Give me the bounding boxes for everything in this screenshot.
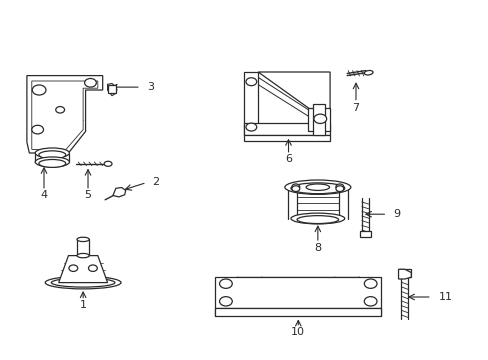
Circle shape bbox=[364, 297, 376, 306]
Text: 8: 8 bbox=[314, 243, 321, 253]
Polygon shape bbox=[27, 76, 102, 153]
Circle shape bbox=[291, 186, 299, 192]
Circle shape bbox=[84, 78, 96, 87]
Circle shape bbox=[245, 78, 256, 86]
Circle shape bbox=[56, 107, 64, 113]
Text: 10: 10 bbox=[291, 327, 305, 337]
Circle shape bbox=[291, 184, 299, 190]
Text: 4: 4 bbox=[41, 190, 47, 201]
Text: 3: 3 bbox=[147, 82, 154, 92]
Ellipse shape bbox=[296, 216, 338, 224]
Ellipse shape bbox=[77, 237, 89, 242]
Ellipse shape bbox=[35, 157, 69, 167]
Circle shape bbox=[69, 265, 78, 271]
Bar bbox=[312, 104, 325, 135]
Circle shape bbox=[313, 114, 326, 123]
Circle shape bbox=[364, 279, 376, 288]
Polygon shape bbox=[59, 256, 107, 283]
Text: 6: 6 bbox=[285, 154, 291, 165]
Bar bbox=[215, 277, 381, 308]
Polygon shape bbox=[32, 81, 98, 149]
Polygon shape bbox=[113, 188, 125, 197]
Ellipse shape bbox=[39, 151, 65, 159]
Bar bbox=[307, 108, 329, 131]
Polygon shape bbox=[398, 269, 410, 279]
Text: 2: 2 bbox=[152, 177, 160, 187]
Ellipse shape bbox=[104, 161, 112, 166]
Bar bbox=[244, 123, 329, 135]
Ellipse shape bbox=[39, 159, 65, 167]
Bar bbox=[107, 85, 116, 93]
Text: 7: 7 bbox=[352, 103, 359, 113]
Circle shape bbox=[335, 186, 343, 192]
Bar bbox=[398, 269, 410, 277]
Bar bbox=[244, 72, 258, 135]
Ellipse shape bbox=[290, 183, 344, 194]
Polygon shape bbox=[258, 72, 329, 123]
Circle shape bbox=[88, 265, 97, 271]
Text: 1: 1 bbox=[80, 300, 86, 310]
Bar bbox=[215, 308, 381, 316]
Ellipse shape bbox=[305, 184, 329, 190]
Circle shape bbox=[219, 297, 232, 306]
Ellipse shape bbox=[45, 276, 121, 289]
Text: 5: 5 bbox=[84, 190, 91, 201]
Bar bbox=[359, 231, 370, 237]
Circle shape bbox=[245, 123, 256, 131]
Text: 9: 9 bbox=[393, 209, 400, 219]
Bar bbox=[244, 135, 329, 141]
Ellipse shape bbox=[51, 278, 115, 287]
Polygon shape bbox=[107, 84, 116, 96]
Circle shape bbox=[219, 279, 232, 288]
Ellipse shape bbox=[290, 213, 344, 224]
Ellipse shape bbox=[284, 180, 350, 194]
Circle shape bbox=[335, 184, 343, 190]
Ellipse shape bbox=[77, 253, 89, 258]
Ellipse shape bbox=[364, 71, 372, 75]
Circle shape bbox=[32, 85, 46, 95]
Text: 11: 11 bbox=[438, 292, 452, 302]
Ellipse shape bbox=[35, 148, 69, 158]
Circle shape bbox=[32, 125, 43, 134]
